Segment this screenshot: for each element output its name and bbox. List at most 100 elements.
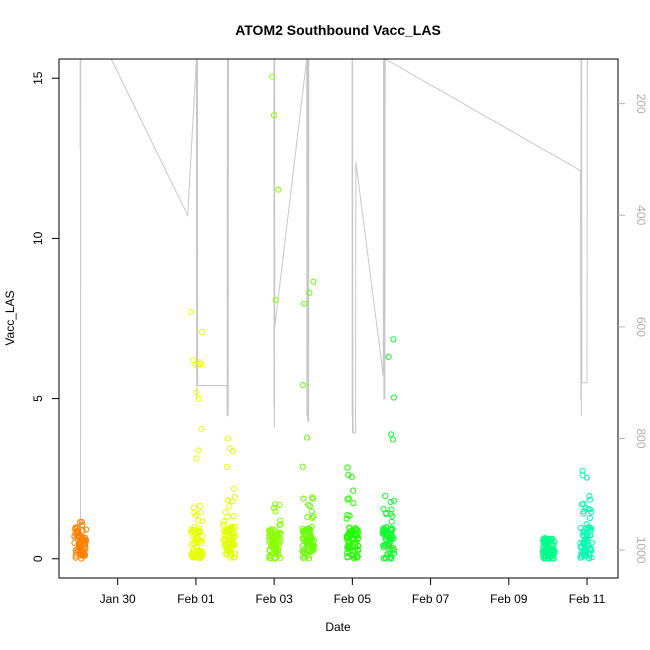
data-point — [577, 524, 584, 532]
data-point — [539, 544, 546, 551]
data-point — [389, 534, 396, 542]
y2-tick-label: 200 — [634, 94, 648, 114]
data-point — [72, 547, 79, 554]
data-point — [268, 528, 275, 535]
data-point — [387, 498, 394, 506]
data-point — [383, 524, 390, 531]
y2-tick-label: 400 — [634, 205, 648, 225]
data-point — [224, 497, 232, 504]
data-point — [277, 521, 284, 528]
data-point — [588, 539, 596, 546]
data-point — [230, 448, 237, 455]
x-tick-label: Jan 30 — [100, 592, 136, 606]
data-point — [300, 495, 307, 502]
data-point — [192, 543, 199, 550]
depth-profile — [79, 58, 588, 551]
data-point — [580, 500, 587, 507]
y-axis-label: Vacc_LAS — [3, 290, 17, 345]
data-point — [198, 548, 205, 555]
data-point — [222, 509, 229, 516]
x-axis-label: Date — [325, 620, 351, 634]
data-point — [579, 472, 586, 479]
x-tick-label: Feb 09 — [490, 592, 528, 606]
data-point — [582, 525, 589, 532]
data-point — [300, 382, 307, 389]
x-tick-label: Feb 07 — [412, 592, 450, 606]
data-point — [195, 395, 202, 402]
data-point — [586, 550, 593, 557]
data-point — [193, 455, 200, 462]
data-point — [275, 186, 282, 193]
data-point — [382, 492, 389, 499]
data-point — [301, 554, 308, 561]
data-point — [229, 539, 236, 546]
data-point — [545, 555, 552, 562]
data-point — [75, 540, 82, 548]
data-point — [75, 529, 82, 537]
data-point — [190, 546, 197, 554]
data-point — [190, 504, 197, 511]
data-point — [189, 357, 197, 364]
data-point — [309, 548, 316, 555]
data-point — [267, 530, 275, 537]
data-point — [391, 497, 398, 504]
data-point — [193, 362, 200, 369]
data-point — [271, 527, 278, 534]
data-point — [228, 523, 235, 530]
y-tick-label: 0 — [31, 555, 45, 562]
data-point — [188, 526, 195, 533]
data-point — [227, 554, 234, 561]
data-point — [343, 535, 350, 542]
data-point — [579, 540, 587, 547]
x-tick-label: Feb 03 — [255, 592, 293, 606]
data-point — [277, 537, 284, 544]
data-point — [383, 509, 390, 517]
x-tick-label: Feb 05 — [334, 592, 372, 606]
data-point — [346, 524, 353, 531]
data-point — [586, 496, 594, 503]
data-point — [388, 526, 395, 534]
data-point — [301, 300, 308, 307]
data-point — [388, 518, 395, 526]
data-point — [310, 513, 317, 520]
x-axis: Jan 30 Feb 01 Feb 03 Feb 05 Feb 07 Feb 09 Feb … — [100, 578, 606, 606]
data-point — [270, 112, 278, 119]
data-point — [352, 527, 360, 534]
data-point — [226, 445, 233, 452]
data-point — [352, 539, 359, 546]
data-point — [276, 534, 283, 541]
data-point — [390, 394, 397, 401]
data-point — [388, 532, 396, 539]
data-point — [83, 526, 90, 533]
data-point — [76, 541, 83, 549]
data-point — [196, 502, 203, 510]
data-point — [578, 552, 585, 559]
y2-tick-label: 600 — [634, 317, 648, 337]
data-point — [274, 546, 281, 553]
data-point — [73, 524, 81, 531]
data-point — [266, 553, 273, 560]
data-point — [267, 542, 275, 549]
data-point — [274, 548, 281, 556]
data-point — [188, 553, 195, 560]
data-point — [194, 535, 201, 542]
data-point — [227, 527, 234, 534]
data-point — [306, 526, 313, 533]
data-point — [232, 550, 239, 557]
y-tick-label: 10 — [31, 231, 45, 245]
data-point — [344, 496, 351, 503]
data-point — [579, 531, 586, 539]
data-point — [270, 536, 277, 544]
data-point — [348, 473, 355, 480]
data-point — [549, 540, 556, 547]
data-point — [587, 532, 594, 539]
data-point — [225, 503, 232, 510]
data-point — [577, 539, 584, 547]
data-point — [197, 509, 204, 516]
data-point — [272, 297, 279, 304]
data-point — [585, 555, 593, 562]
data-point — [344, 464, 351, 471]
data-point — [270, 504, 277, 511]
data-point — [541, 548, 548, 555]
